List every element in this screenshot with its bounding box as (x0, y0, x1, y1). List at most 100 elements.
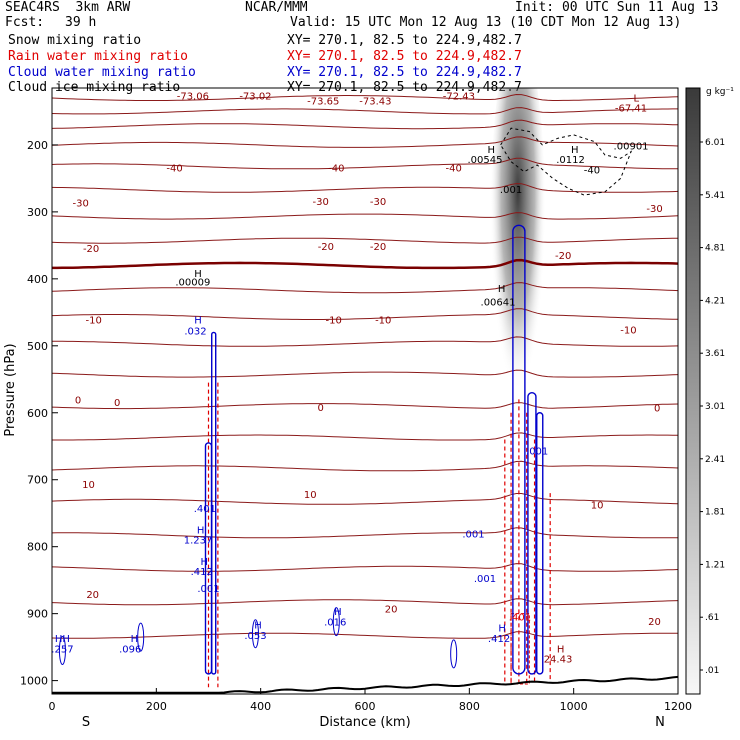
org-label: NCAR/MMM (245, 0, 308, 15)
colorbar-label: 6.01 (705, 138, 725, 148)
contour-label: H (487, 145, 495, 156)
y-tick-label: 500 (27, 340, 48, 353)
contour-label: .096 (119, 644, 141, 655)
cloud-water-contour (332, 607, 340, 637)
contour-label: -10 (86, 316, 102, 327)
contour-label: .00009 (175, 278, 210, 289)
cloud-water-contour (536, 412, 544, 675)
contour-label: -40 (166, 164, 182, 175)
temperature-contour (52, 598, 678, 606)
x-tick-label: 800 (459, 700, 480, 713)
contour-label: 20 (385, 604, 398, 615)
contour-label: 10 (82, 480, 95, 491)
temperature-contour (52, 136, 678, 148)
temperature-contour (52, 631, 678, 639)
contour-label: .053 (244, 631, 266, 642)
y-axis-label: Pressure (hPa) (3, 343, 18, 436)
colorbar-label: 3.01 (705, 402, 725, 412)
contour-label: -20 (83, 244, 99, 255)
contour-label: HH (55, 634, 70, 645)
cloud-water-contour (512, 224, 526, 675)
contour-label: H (571, 145, 579, 156)
contour-label: -10 (375, 316, 391, 327)
temperature-contour (52, 93, 678, 101)
contour-label: 20 (86, 590, 99, 601)
cloud-water-contour (58, 635, 66, 665)
model-title: SEAC4RS 3km ARW (5, 0, 131, 15)
contour-label: .001 (197, 584, 219, 595)
cloud-water-contour (251, 619, 259, 649)
contour-label: .00641 (481, 298, 516, 309)
x-end-right: N (655, 715, 665, 730)
contour-label: .001 (462, 529, 484, 540)
temperature-contour (52, 107, 678, 115)
contour-label: H (197, 525, 205, 536)
temperature-contour (52, 183, 678, 193)
field-name-cloud-water: Cloud water mixing ratio (8, 65, 196, 80)
contour-label: .016 (324, 618, 346, 629)
contour-label: -20 (370, 242, 386, 253)
colorbar-label: .01 (705, 666, 719, 676)
temperature-contour (52, 157, 678, 170)
rain-water-core (510, 613, 530, 685)
colorbar-label: 4.81 (705, 244, 725, 254)
colorbar-units: g kg⁻¹ (706, 87, 734, 97)
colorbar-label: 1.81 (705, 508, 725, 518)
contour-label: -30 (73, 199, 89, 210)
contour-label: H (194, 316, 202, 327)
temperature-contour (52, 369, 678, 378)
temperature-contour (52, 119, 678, 130)
temperature-contour (52, 432, 678, 441)
contour-label: H (498, 284, 506, 295)
contour-label: .00545 (467, 155, 502, 166)
x-tick-label: 200 (146, 700, 167, 713)
contour-label: 10 (591, 501, 604, 512)
contour-label: -67.41 (615, 103, 647, 114)
temperature-contour (52, 258, 678, 270)
y-tick-label: 900 (27, 608, 48, 621)
contour-label: -73.02 (239, 91, 271, 102)
contour-label: 10 (304, 490, 317, 501)
colorbar-label: 1.21 (705, 560, 725, 570)
contour-label: -20 (318, 242, 334, 253)
contour-label: 0 (114, 398, 120, 409)
contour-label: .032 (184, 326, 206, 337)
contour-label: .0112 (556, 155, 585, 166)
contour-label: -20 (555, 251, 571, 262)
contour-label: -73.06 (177, 91, 209, 102)
field-name-rain: Rain water mixing ratio (8, 49, 189, 64)
contour-label: H (557, 644, 565, 655)
y-tick-label: 600 (27, 407, 48, 420)
contour-label: .001 (526, 446, 548, 457)
contour-label: -40 (328, 164, 344, 175)
contour-label: H (194, 269, 202, 280)
contour-label: -30 (370, 197, 386, 208)
colorbar: 6.01 5.41 4.81 4.21 3.61 3.01 2.41 1.81 1.21 .61.… (685, 87, 725, 695)
contour-label: -73.65 (307, 97, 339, 108)
temperature-contour (52, 402, 678, 410)
contour-label: 0 (317, 403, 323, 414)
x-axis-label: Distance (km) (319, 715, 410, 730)
y-tick-label: 400 (27, 273, 48, 286)
plot-area (52, 88, 678, 694)
cloud-water-contour (527, 391, 537, 675)
contour-label: -40 (584, 166, 600, 177)
cloud-water-contour (137, 622, 145, 652)
contour-label: .412 (488, 634, 510, 645)
contour-label: .412 (191, 567, 213, 578)
x-tick-label: 400 (250, 700, 271, 713)
field-name-snow: Snow mixing ratio (8, 33, 142, 48)
forecast-hour: 39 h (65, 15, 97, 30)
y-tick-label: 200 (27, 139, 48, 152)
plot-frame (51, 87, 679, 695)
y-tick-label: 1000 (20, 675, 48, 688)
contour-label: -10 (620, 326, 636, 337)
contour-label: H (131, 634, 139, 645)
contour-label: .001 (474, 574, 496, 585)
temperature-contour (52, 212, 678, 220)
contour-label: H (254, 620, 262, 631)
y-tick-label: 800 (27, 541, 48, 554)
forecast-label: Fcst: (5, 15, 45, 30)
colorbar-label: 3.61 (705, 349, 725, 359)
